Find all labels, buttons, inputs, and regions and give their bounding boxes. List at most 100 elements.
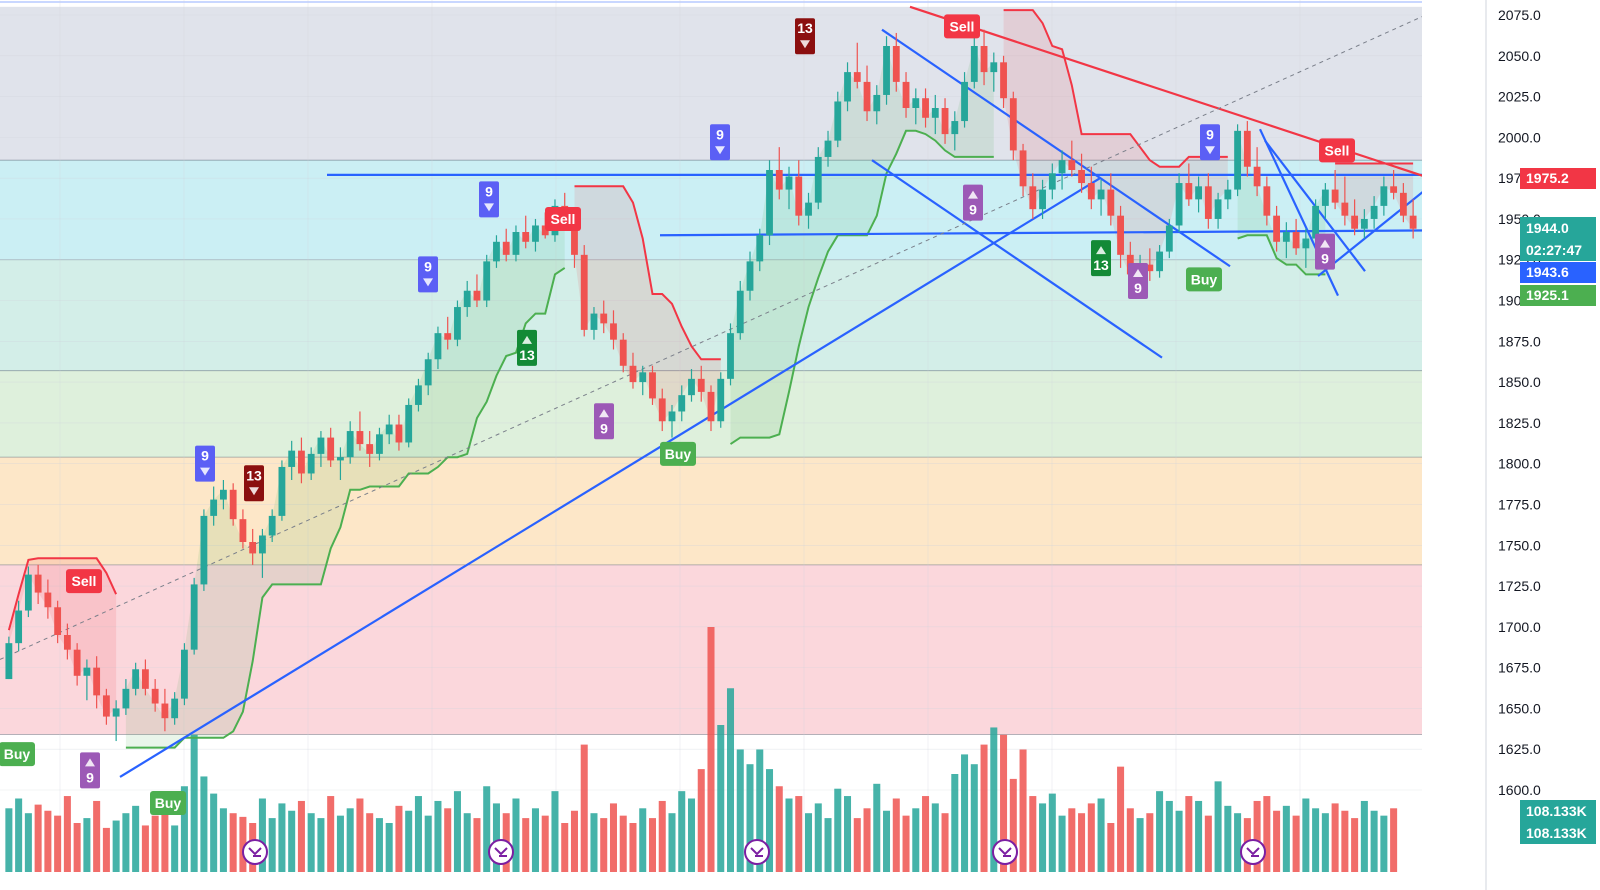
signal-sell: Sell	[66, 569, 102, 594]
volume-bar	[1107, 823, 1115, 872]
stop-lines	[7, 9, 1414, 749]
trendlines[interactable]	[0, 5, 1443, 778]
candle-body	[600, 313, 608, 324]
candle-body	[1214, 199, 1222, 219]
volume-bar	[541, 815, 549, 872]
candle-body	[1175, 183, 1183, 226]
event-icon[interactable]	[992, 839, 1018, 865]
count-label: 13	[1093, 257, 1109, 273]
candle-body	[1282, 232, 1290, 242]
volume-bar	[775, 786, 783, 872]
triangle-up-icon	[968, 190, 978, 199]
candle-body	[307, 453, 315, 474]
rising-trendline	[119, 177, 1101, 778]
price-axis[interactable]: 2075.02050.02025.02000.01975.01950.01925…	[1422, 0, 1600, 890]
candle-body	[454, 307, 461, 340]
signal-label: Sell	[1325, 142, 1350, 158]
volume-bar	[190, 734, 198, 872]
volume-bar	[668, 813, 676, 872]
candle-body	[229, 489, 237, 520]
candle-body	[668, 411, 676, 422]
count-badge	[418, 256, 438, 293]
candle-body	[1097, 189, 1105, 200]
volume-bar	[1253, 800, 1261, 872]
event-icon[interactable]	[1240, 839, 1266, 865]
count-badge	[963, 184, 983, 221]
volume-bar	[63, 796, 71, 872]
volume-bar	[648, 818, 657, 872]
candle-body	[278, 466, 286, 516]
candle-body	[1039, 189, 1046, 210]
event-icons[interactable]	[242, 839, 1266, 865]
count-label: 13	[246, 467, 262, 483]
candle-body	[707, 391, 715, 422]
volume-bar	[619, 815, 627, 872]
candle-body	[941, 108, 949, 135]
candle-body	[190, 584, 198, 650]
stop-fill-up	[730, 46, 994, 445]
volume-bar	[54, 815, 62, 872]
count-marker-up: 13	[517, 329, 537, 366]
candle-body	[376, 434, 383, 454]
volume-bar	[1331, 803, 1339, 872]
candle-body	[717, 378, 725, 422]
candle-body	[15, 610, 23, 644]
candle-body	[873, 94, 881, 112]
volume-bar	[1009, 778, 1017, 872]
volume-bar	[1312, 808, 1320, 872]
volume-bar	[687, 798, 696, 872]
event-icon[interactable]	[488, 839, 514, 865]
candle-body	[1146, 264, 1154, 272]
signal-badge	[944, 14, 980, 39]
candle-body	[415, 385, 422, 405]
candle-body	[5, 643, 13, 680]
candle-body	[1380, 186, 1388, 206]
stop-fill-down	[1003, 10, 1228, 275]
triangle-down-icon	[800, 40, 810, 49]
volume-bar	[424, 815, 432, 872]
candle-body	[980, 46, 988, 73]
volume-bar	[317, 818, 325, 872]
volume-bar	[717, 725, 725, 872]
candle-body	[171, 698, 179, 719]
volume-bar	[307, 813, 315, 872]
stop-line-up	[1237, 234, 1326, 276]
signal-badge	[660, 441, 696, 466]
candle-body	[785, 176, 793, 190]
candle-body	[1048, 173, 1056, 190]
price-tick-label: 2025.0	[1498, 89, 1541, 105]
volume-bar	[570, 810, 578, 872]
candle-body	[317, 437, 325, 454]
volume-bar	[24, 813, 32, 872]
volume-bar	[161, 793, 169, 872]
candle-body	[639, 372, 647, 383]
volume-bar	[210, 793, 218, 872]
candle-body	[346, 431, 354, 458]
volume-bar	[229, 813, 237, 872]
candle-body	[288, 450, 296, 467]
event-icon[interactable]	[242, 839, 268, 865]
candle-body	[1087, 183, 1095, 200]
volume-bar	[600, 818, 608, 872]
volume-bar	[1341, 810, 1349, 872]
candle-body	[805, 202, 812, 216]
volume-bar	[1390, 808, 1398, 872]
stop-fill-down	[8, 558, 117, 717]
volume-bar	[463, 813, 471, 872]
volume-bar	[395, 805, 403, 872]
price-tick-label: 1650.0	[1498, 700, 1541, 716]
candle-body	[463, 290, 471, 308]
volume-bar	[629, 823, 637, 872]
candle-body	[1234, 130, 1242, 190]
price-tick-label: 2000.0	[1498, 129, 1541, 145]
volume-bar	[814, 803, 822, 872]
event-icon[interactable]	[744, 839, 770, 865]
candle-body	[356, 431, 364, 445]
candle-body	[1029, 186, 1037, 210]
volume-bar	[941, 813, 949, 872]
stop-fill-up	[125, 205, 565, 748]
volume-bar	[726, 688, 735, 872]
signal-badge	[0, 742, 35, 767]
signal-label: Buy	[4, 746, 31, 762]
